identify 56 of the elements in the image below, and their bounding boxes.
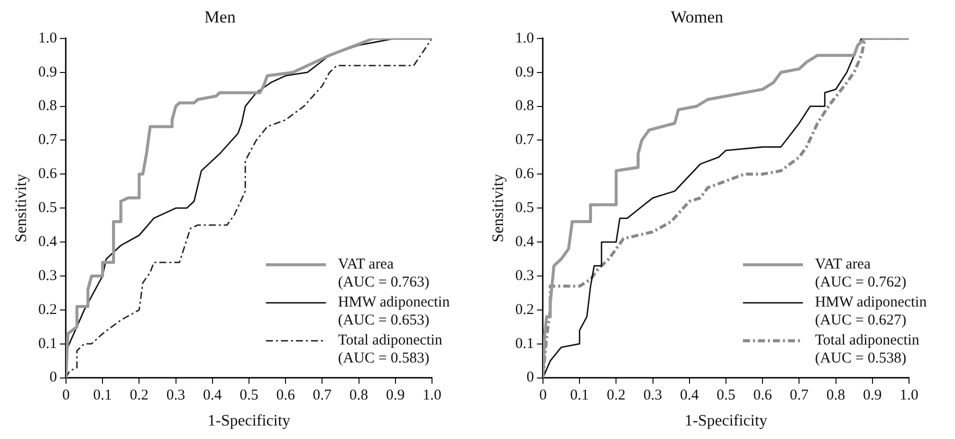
x-tick-label: 0.8 (826, 388, 846, 404)
chart-title: Women (670, 8, 724, 27)
x-tick-label: 0.6 (753, 388, 772, 404)
x-tick-label: 0 (539, 388, 547, 404)
x-tick-label: 0.5 (716, 388, 736, 404)
y-tick-label: 0.3 (515, 268, 534, 284)
y-tick-label: 0.5 (515, 200, 534, 216)
y-tick-label: 0 (526, 370, 534, 386)
y-tick-label: 0.8 (38, 98, 57, 114)
y-tick-label: 0.7 (515, 132, 534, 148)
y-tick-label: 0.1 (38, 336, 57, 352)
x-tick-label: 0.2 (606, 388, 626, 404)
y-axis-title: Sensitivity (12, 174, 30, 242)
y-tick-label: 0.6 (515, 166, 534, 182)
x-tick-label: 0.4 (202, 388, 222, 404)
y-tick-label: 0 (49, 370, 57, 386)
chart-title: Men (204, 8, 236, 27)
legend-label: HMW adiponectin (AUC = 0.653) (338, 294, 450, 329)
x-tick-label: 0.1 (93, 388, 112, 404)
legend-label: VAT area (AUC = 0.762) (814, 256, 906, 291)
x-tick-label: 0.3 (643, 388, 662, 404)
x-tick-label: 0.7 (790, 388, 810, 404)
x-tick-label: 0.3 (166, 388, 186, 404)
y-tick-label: 0.8 (515, 98, 534, 114)
x-axis-title: 1-Specificity (208, 412, 290, 430)
x-axis-title: 1-Specificity (684, 412, 768, 430)
x-tick-label: 0.7 (312, 388, 332, 404)
y-axis-title: Sensitivity (490, 174, 507, 242)
x-tick-label: 1.0 (900, 388, 918, 404)
x-tick-label: 0.9 (863, 388, 882, 404)
y-tick-label: 0.7 (38, 132, 58, 148)
legend-label: VAT area (AUC = 0.763) (338, 256, 430, 291)
x-tick-label: 0 (62, 388, 70, 404)
y-tick-label: 0.9 (515, 64, 534, 80)
legend-label: Total adiponectin (AUC = 0.538) (814, 332, 920, 367)
y-tick-label: 0.2 (515, 302, 534, 318)
y-tick-label: 0.2 (38, 302, 57, 318)
legend-label: HMW adiponectin (AUC = 0.627) (814, 294, 928, 329)
y-tick-label: 0.5 (38, 200, 57, 216)
x-tick-label: 0.8 (349, 388, 368, 404)
x-tick-label: 0.6 (276, 388, 296, 404)
legend-label: Total adiponectin (AUC = 0.583) (338, 332, 443, 367)
y-tick-label: 0.6 (38, 166, 58, 182)
y-tick-label: 0.9 (38, 64, 57, 80)
y-tick-label: 0.3 (38, 268, 57, 284)
x-tick-label: 0.9 (386, 388, 405, 404)
x-tick-label: 1.0 (422, 388, 442, 404)
x-tick-label: 0.5 (240, 388, 258, 404)
y-tick-label: 0.1 (515, 336, 534, 352)
y-tick-label: 1.0 (515, 30, 534, 46)
y-tick-label: 0.4 (515, 234, 534, 250)
x-tick-label: 0.2 (130, 388, 149, 404)
x-tick-label: 0.1 (570, 388, 589, 404)
x-tick-label: 0.4 (680, 388, 700, 404)
y-tick-label: 0.4 (38, 234, 58, 250)
y-tick-label: 1.0 (38, 30, 57, 46)
